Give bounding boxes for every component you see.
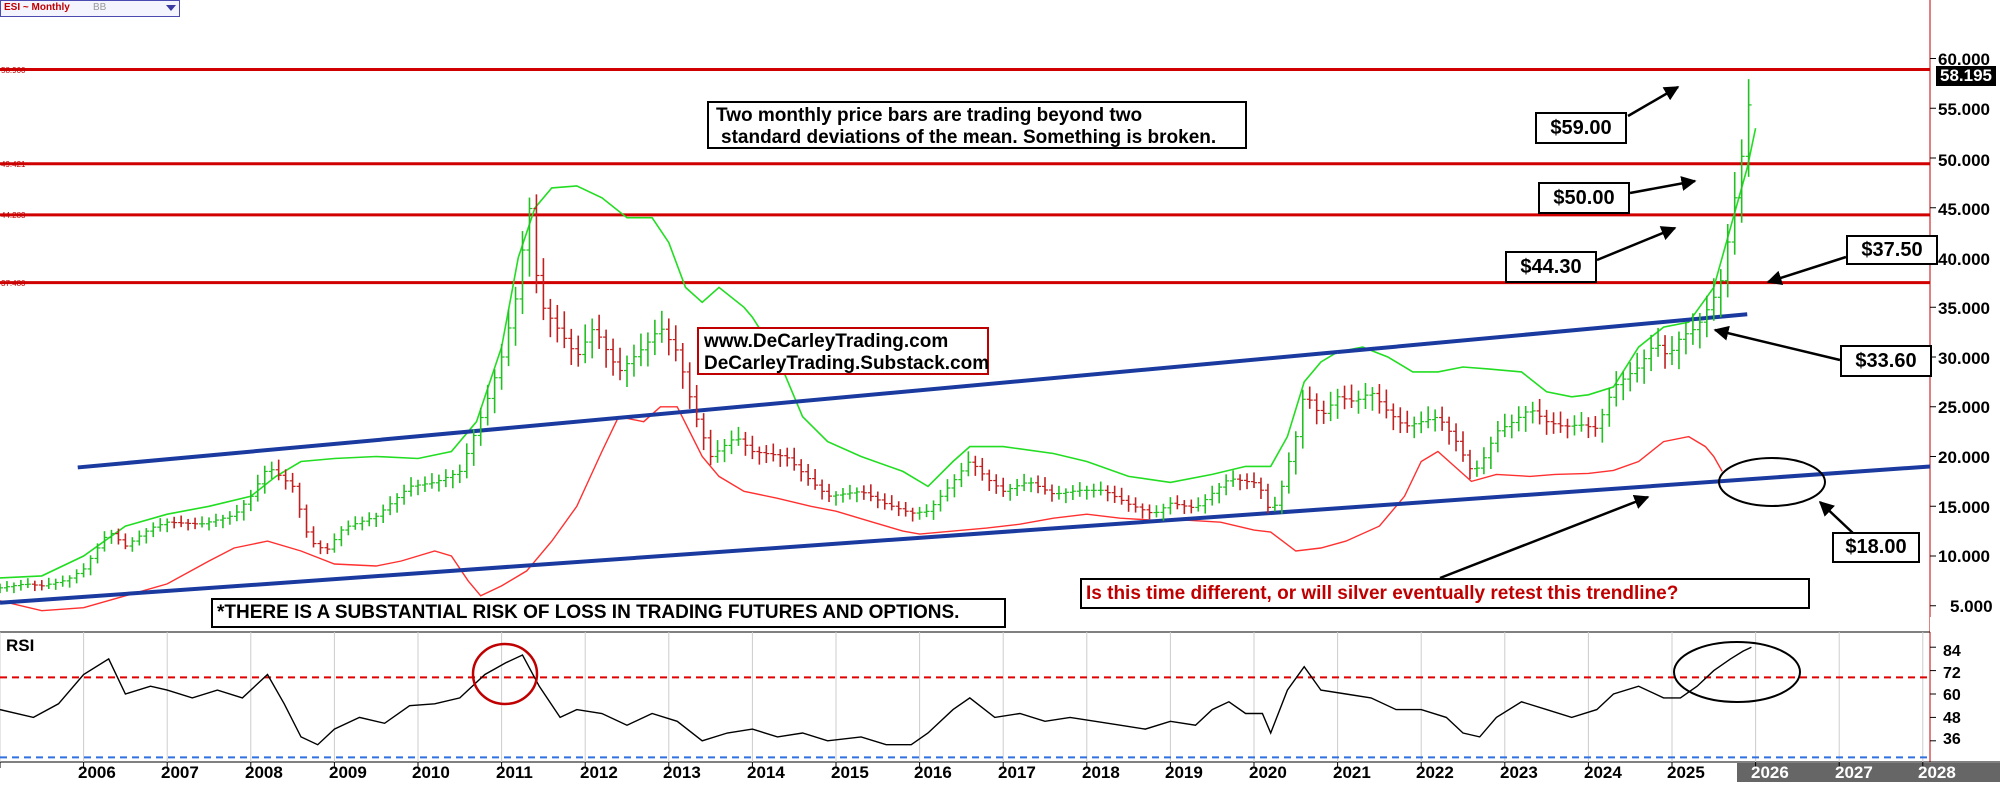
year-label: 2021 bbox=[1333, 763, 1371, 782]
target-18-label: $18.00 bbox=[1832, 532, 1920, 563]
level-label: 58.900 bbox=[1, 66, 26, 75]
year-label: 2013 bbox=[663, 763, 701, 782]
price-tick-label: 40.000 bbox=[1938, 250, 1990, 269]
price-tick-label: 55.000 bbox=[1938, 100, 1990, 119]
year-label: 2020 bbox=[1249, 763, 1287, 782]
year-label: 2008 bbox=[245, 763, 283, 782]
year-label: 2022 bbox=[1416, 763, 1454, 782]
price-tick-label: 35.000 bbox=[1938, 299, 1990, 318]
target-44-label: $44.30 bbox=[1505, 251, 1597, 283]
price-tick-label: 25.000 bbox=[1938, 398, 1990, 417]
trendline-target-circle bbox=[1718, 457, 1826, 507]
target-33-label: $33.60 bbox=[1840, 345, 1932, 377]
question-note: Is this time different, or will silver e… bbox=[1080, 578, 1810, 609]
year-label: 2028 bbox=[1918, 763, 1956, 782]
rsi-tick-label: 72 bbox=[1943, 665, 1961, 682]
rsi-tick-label: 36 bbox=[1943, 731, 1961, 748]
lower-trendline bbox=[0, 464, 1931, 605]
annotation-arrow bbox=[1818, 500, 1856, 536]
annotation-arrow bbox=[1713, 325, 1841, 362]
chevron-down-icon[interactable] bbox=[166, 5, 176, 11]
year-label: 2007 bbox=[161, 763, 199, 782]
target-50-label: $50.00 bbox=[1538, 182, 1630, 214]
rsi-tick-label: 60 bbox=[1943, 687, 1961, 704]
rsi-tick-label: 48 bbox=[1943, 710, 1961, 727]
year-label: 2009 bbox=[329, 763, 367, 782]
symbol-code: BB bbox=[93, 2, 107, 13]
price-tick-label: 30.000 bbox=[1938, 349, 1990, 368]
year-label: 2011 bbox=[496, 763, 533, 782]
year-label: 2014 bbox=[747, 763, 785, 782]
level-label: 49.421 bbox=[1, 160, 26, 169]
upper-trendline bbox=[77, 350, 1338, 470]
website-url: www.DeCarleyTrading.com bbox=[704, 331, 949, 352]
year-label: 2017 bbox=[998, 763, 1036, 782]
rsi-tick-label: 84 bbox=[1943, 643, 1961, 660]
upper-trendline bbox=[1337, 312, 1748, 355]
broken-note-line2: standard deviations of the mean. Somethi… bbox=[721, 127, 1217, 148]
year-label: 2026 bbox=[1751, 763, 1789, 782]
website-box: www.DeCarleyTrading.com DeCarleyTrading.… bbox=[697, 327, 989, 375]
annotation-arrow bbox=[1766, 255, 1847, 286]
annotation-arrow bbox=[1596, 226, 1677, 262]
symbol-selector[interactable]: ESI ~ Monthly BB bbox=[0, 0, 180, 17]
target-59-label: $59.00 bbox=[1535, 112, 1627, 144]
rsi-2011-circle bbox=[471, 642, 539, 706]
price-pane bbox=[0, 0, 1930, 632]
year-label: 2006 bbox=[78, 763, 116, 782]
annotation-arrow bbox=[1439, 494, 1650, 580]
level-label: 44.283 bbox=[1, 211, 26, 220]
annotation-arrow bbox=[1627, 85, 1680, 118]
future-shade bbox=[1737, 763, 2000, 782]
price-tick-label: 5.000 bbox=[1950, 597, 1993, 616]
price-tick-label: 60.000 bbox=[1938, 50, 1990, 69]
year-label: 2015 bbox=[831, 763, 869, 782]
level-label: 37.480 bbox=[1, 279, 26, 288]
upper-band-line bbox=[0, 128, 1757, 579]
year-label: 2023 bbox=[1500, 763, 1538, 782]
year-label: 2027 bbox=[1835, 763, 1873, 782]
annotation-arrow bbox=[1629, 176, 1697, 195]
price-tick-label: 45.000 bbox=[1938, 200, 1990, 219]
last-price-badge: 58.195 bbox=[1936, 66, 1996, 86]
price-tick-label: 50.000 bbox=[1938, 151, 1990, 170]
price-tick-label: 10.000 bbox=[1938, 547, 1990, 566]
rsi-line bbox=[0, 646, 1752, 746]
lower-band-line bbox=[0, 406, 1723, 612]
price-tick-label: 20.000 bbox=[1938, 448, 1990, 467]
rsi-label: RSI bbox=[6, 636, 35, 655]
year-label: 2018 bbox=[1082, 763, 1120, 782]
axis-gap bbox=[1930, 617, 2000, 632]
rsi-2025-circle bbox=[1673, 641, 1801, 703]
broken-note-line1: Two monthly price bars are trading beyon… bbox=[716, 105, 1143, 126]
symbol-label: ESI ~ Monthly bbox=[4, 2, 70, 13]
target-37-label: $37.50 bbox=[1846, 235, 1938, 265]
risk-disclaimer: *THERE IS A SUBSTANTIAL RISK OF LOSS IN … bbox=[211, 598, 1006, 628]
year-label: 2025 bbox=[1667, 763, 1705, 782]
broken-note: Two monthly price bars are trading beyon… bbox=[707, 101, 1247, 149]
time-axis bbox=[0, 762, 2000, 782]
substack-url: DeCarleyTrading.Substack.com bbox=[704, 353, 990, 374]
year-label: 2016 bbox=[914, 763, 952, 782]
year-label: 2010 bbox=[412, 763, 450, 782]
year-label: 2012 bbox=[580, 763, 618, 782]
year-label: 2024 bbox=[1584, 763, 1622, 782]
year-label: 2019 bbox=[1165, 763, 1203, 782]
price-tick-label: 15.000 bbox=[1938, 498, 1990, 517]
